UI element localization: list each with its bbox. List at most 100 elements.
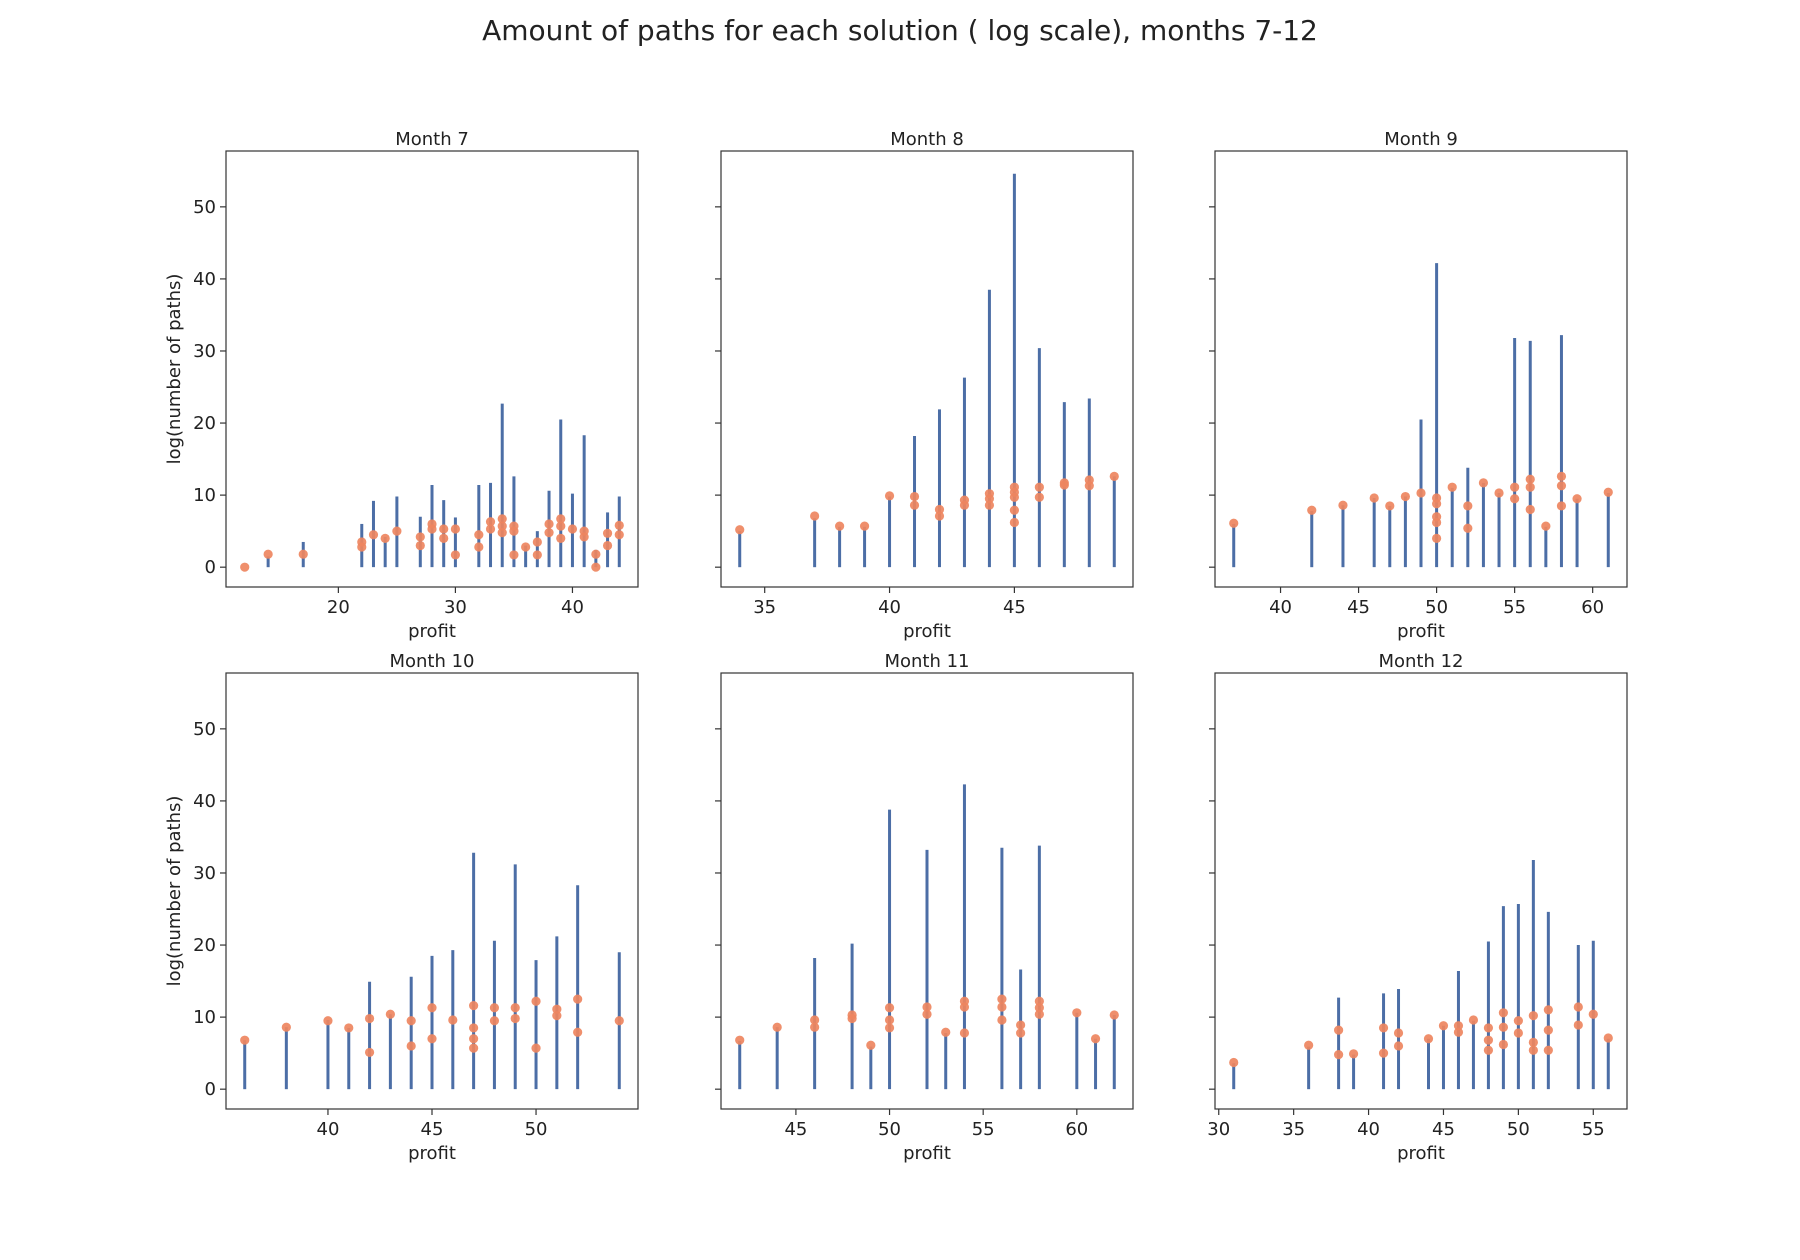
y-axis-label: log(number of paths) <box>164 274 185 465</box>
data-point <box>1010 483 1019 492</box>
data-point <box>1304 1041 1313 1050</box>
data-point <box>1479 478 1488 487</box>
data-point <box>885 1023 894 1032</box>
x-tick-label: 35 <box>753 597 776 618</box>
x-tick-label: 45 <box>784 1119 807 1140</box>
x-tick-label: 30 <box>444 597 467 618</box>
data-point <box>1091 1034 1100 1043</box>
data-point <box>1604 1033 1613 1042</box>
data-point <box>490 1003 499 1012</box>
data-point <box>1349 1049 1358 1058</box>
data-point <box>1544 1025 1553 1034</box>
x-tick-label: 30 <box>1207 1119 1230 1140</box>
data-point <box>344 1023 353 1032</box>
data-point <box>556 514 565 523</box>
data-point <box>448 1015 457 1024</box>
data-point <box>509 550 518 559</box>
data-point <box>521 542 530 551</box>
subplot-title: Month 7 <box>395 129 469 150</box>
data-point <box>1394 1041 1403 1050</box>
data-point <box>615 1016 624 1025</box>
data-point <box>1529 1011 1538 1020</box>
data-point <box>282 1023 291 1032</box>
data-point <box>580 527 589 536</box>
data-point <box>1229 1058 1238 1067</box>
data-point <box>469 1034 478 1043</box>
data-point <box>1544 1046 1553 1055</box>
data-point <box>365 1048 374 1057</box>
data-point <box>773 1023 782 1032</box>
data-point <box>416 541 425 550</box>
data-point <box>1379 1049 1388 1058</box>
data-point <box>1334 1050 1343 1059</box>
x-axis-label: profit <box>408 621 456 642</box>
data-point <box>1529 1038 1538 1047</box>
data-point <box>847 1010 856 1019</box>
data-point <box>407 1016 416 1025</box>
x-tick-label: 40 <box>317 1119 340 1140</box>
data-point <box>392 527 401 536</box>
data-point <box>240 1036 249 1045</box>
data-point <box>511 1003 520 1012</box>
data-point <box>835 522 844 531</box>
data-point <box>1557 472 1566 481</box>
data-point <box>1110 1010 1119 1019</box>
subplot-title: Month 9 <box>1384 129 1458 150</box>
data-point <box>509 522 518 531</box>
data-point <box>1484 1046 1493 1055</box>
x-axis-label: profit <box>903 621 951 642</box>
subplot-title: Month 10 <box>389 651 474 672</box>
data-point <box>1394 1028 1403 1037</box>
data-point <box>323 1016 332 1025</box>
data-point <box>1110 472 1119 481</box>
subplot-month-panel: Month 940 45 50 55 60profit <box>1209 129 1627 642</box>
data-point <box>573 994 582 1003</box>
data-point <box>474 530 483 539</box>
data-point <box>240 563 249 572</box>
data-point <box>427 1003 436 1012</box>
data-point <box>1463 501 1472 510</box>
data-point <box>615 521 624 530</box>
data-point <box>1229 519 1238 528</box>
data-point <box>985 489 994 498</box>
data-point <box>1463 524 1472 533</box>
data-point <box>439 534 448 543</box>
data-point <box>1439 1021 1448 1030</box>
x-tick-label: 20 <box>327 597 350 618</box>
x-tick-label: 40 <box>1269 597 1292 618</box>
data-point <box>997 1015 1006 1024</box>
x-tick-label: 55 <box>1503 597 1526 618</box>
data-point <box>1010 506 1019 515</box>
data-point <box>910 501 919 510</box>
data-point <box>922 1002 931 1011</box>
data-point <box>498 514 507 523</box>
x-tick-label: 55 <box>972 1119 995 1140</box>
data-point <box>1424 1034 1433 1043</box>
data-point <box>1454 1021 1463 1030</box>
data-point <box>1510 483 1519 492</box>
data-point <box>1510 494 1519 503</box>
data-point <box>603 529 612 538</box>
data-point <box>1557 501 1566 510</box>
data-point <box>427 519 436 528</box>
data-point <box>1529 1046 1538 1055</box>
data-point <box>533 550 542 559</box>
data-point <box>439 524 448 533</box>
data-point <box>531 997 540 1006</box>
data-point <box>1072 1008 1081 1017</box>
data-point <box>1574 1020 1583 1029</box>
data-point <box>1572 494 1581 503</box>
data-point <box>474 542 483 551</box>
data-point <box>469 1023 478 1032</box>
x-tick-label: 50 <box>525 1119 548 1140</box>
data-point <box>357 537 366 546</box>
data-point <box>469 1001 478 1010</box>
data-point <box>486 517 495 526</box>
y-tick-label: 20 <box>193 935 216 956</box>
data-point <box>1010 518 1019 527</box>
data-point <box>885 491 894 500</box>
data-point <box>810 511 819 520</box>
data-point <box>365 1014 374 1023</box>
data-point <box>369 530 378 539</box>
